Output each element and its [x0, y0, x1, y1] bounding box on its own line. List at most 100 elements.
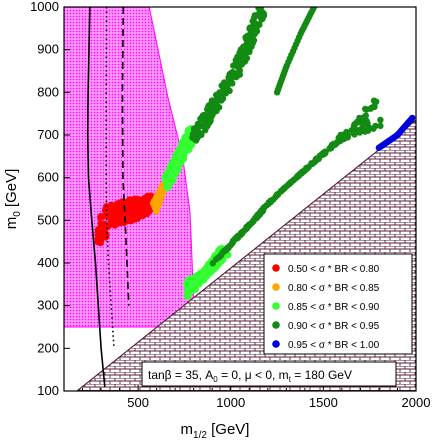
- data-point: [337, 131, 344, 139]
- data-point: [179, 144, 186, 152]
- legend-frame: [263, 253, 413, 355]
- data-point: [204, 263, 212, 271]
- data-point: [326, 145, 334, 152]
- plot-frame: [63, 6, 417, 392]
- data-point: [246, 48, 253, 56]
- data-point: [116, 206, 124, 213]
- data-point: [175, 152, 182, 159]
- data-point: [118, 213, 125, 221]
- legend-marker: [272, 321, 280, 329]
- data-point: [198, 116, 205, 123]
- legend-label: 0.85 < σ * BR < 0.90: [288, 302, 380, 313]
- data-point: [371, 103, 378, 111]
- data-point: [350, 122, 358, 129]
- data-point: [229, 80, 236, 87]
- data-point: [280, 185, 287, 192]
- data-point: [239, 55, 246, 63]
- data-point: [191, 282, 199, 289]
- data-point: [227, 241, 235, 249]
- stau-lsp-boundary: [76, 119, 416, 391]
- legend-marker: [272, 302, 280, 310]
- x-tick-label: 2000: [402, 395, 431, 410]
- data-point: [231, 236, 238, 244]
- data-point: [97, 212, 105, 220]
- legend-label: 0.95 < σ * BR < 1.00: [288, 340, 380, 351]
- y-tick-label: 600: [37, 170, 59, 185]
- data-point: [217, 252, 224, 259]
- annotation-frame: [141, 361, 397, 387]
- data-point: [108, 221, 116, 228]
- series-0: [94, 192, 156, 247]
- data-point: [201, 270, 209, 277]
- x-tick-label: 1500: [309, 395, 338, 410]
- data-point: [321, 150, 329, 157]
- y-axis-label: m0 [GeV]: [3, 169, 23, 230]
- series-4: [273, 7, 318, 96]
- series-6: [209, 97, 384, 267]
- data-point: [100, 223, 107, 230]
- data-point: [234, 63, 241, 70]
- data-point: [219, 87, 226, 95]
- data-point: [229, 73, 236, 80]
- data-point: [153, 207, 160, 214]
- legend-marker: [272, 340, 280, 348]
- data-point: [198, 131, 205, 138]
- data-point: [130, 214, 138, 222]
- y-tick-label: 400: [37, 255, 59, 270]
- y-tick-label: 500: [37, 212, 59, 227]
- legend-label: 0.80 < σ * BR < 0.85: [288, 283, 380, 294]
- data-point: [140, 212, 147, 219]
- y-tick-label: 200: [37, 340, 59, 355]
- y-tick-label: 100: [37, 383, 59, 398]
- data-point: [98, 235, 105, 242]
- data-point: [195, 121, 202, 129]
- data-point: [377, 122, 384, 130]
- data-point: [173, 161, 180, 168]
- data-point: [299, 169, 306, 176]
- data-point: [219, 95, 227, 102]
- data-point: [112, 214, 120, 221]
- data-point: [197, 278, 204, 285]
- contour-solid: [86, 7, 106, 387]
- data-point: [257, 210, 264, 217]
- data-point: [246, 43, 253, 50]
- data-point: [308, 160, 316, 167]
- data-point: [312, 156, 319, 163]
- data-point: [242, 35, 250, 43]
- data-point: [166, 175, 173, 182]
- y-tick-label: 300: [37, 298, 59, 313]
- data-point: [158, 186, 165, 193]
- data-point: [190, 134, 197, 142]
- data-point: [267, 198, 274, 206]
- data-point: [145, 203, 152, 210]
- data-point: [255, 10, 262, 18]
- legend: 0.50 < σ * BR < 0.80 0.80 < σ * BR < 0.85…: [263, 253, 413, 355]
- data-point: [362, 105, 369, 113]
- y-tick-label: 800: [37, 84, 59, 99]
- data-point: [206, 114, 213, 122]
- x-tick-label: 1000: [216, 395, 245, 410]
- x-axis-label: m1/2 [GeV]: [181, 421, 250, 441]
- data-point: [350, 130, 357, 137]
- y-tick-label: 700: [37, 127, 59, 142]
- data-point: [156, 196, 164, 203]
- data-point: [257, 7, 265, 11]
- legend-label: 0.50 < σ * BR < 0.80: [288, 264, 380, 275]
- annotation-box: tanβ = 35, A0 = 0, μ < 0, mt = 180 GeV: [141, 361, 397, 387]
- data-point: [184, 293, 191, 301]
- data-point: [237, 46, 245, 53]
- data-point: [330, 140, 337, 148]
- series-7: [375, 114, 416, 151]
- data-point: [377, 116, 384, 124]
- data-point: [107, 207, 114, 215]
- data-point: [273, 191, 281, 198]
- contour-dashed: [121, 7, 130, 306]
- data-point: [203, 123, 210, 130]
- data-point: [344, 133, 351, 140]
- data-point: [356, 129, 363, 136]
- data-point: [131, 204, 138, 211]
- legend-marker: [272, 283, 280, 291]
- data-point: [188, 141, 196, 149]
